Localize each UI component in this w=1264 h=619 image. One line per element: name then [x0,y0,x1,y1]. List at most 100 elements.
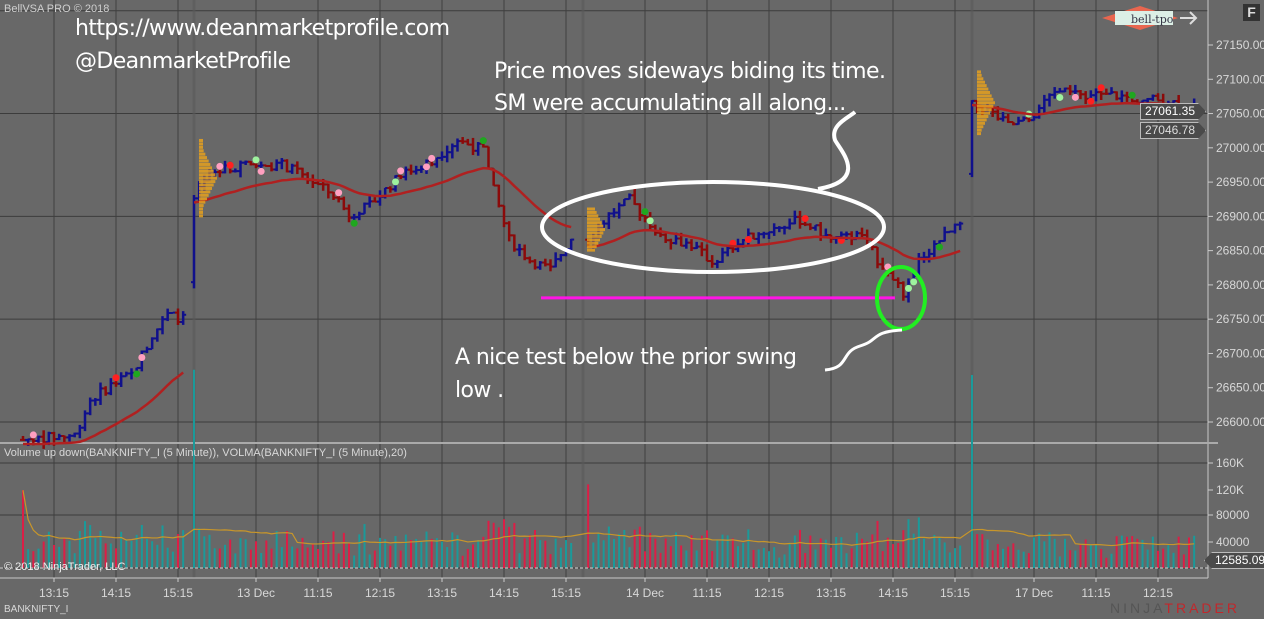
volume-profile-row [199,152,206,156]
x-tick-label: 11:15 [692,586,721,600]
vsa-signal-dot [397,167,405,175]
y-tick-label: 26900.00 [1216,209,1264,223]
volume-profile-row [977,104,994,108]
vsa-signal-dot [423,163,430,171]
handle-annotation: @DeanmarketProfile [75,49,291,74]
volume-profile-row [587,228,605,232]
volume-profile-row [977,90,990,94]
vsa-signal-dot [392,178,399,186]
volume-profile-row [199,173,216,177]
y-tick-label: 26600.00 [1216,415,1264,429]
x-tick-label: 15:15 [163,586,193,600]
y-tick-label: 27000.00 [1216,141,1264,155]
volume-profile-row [199,159,209,163]
volume-profile-row [199,162,211,166]
vwap-price-tag: 27046.78 [1140,122,1206,139]
volume-y-tick-label: 80000 [1216,508,1250,522]
volume-profile-row [199,166,212,170]
bell-tpo-logo-banner [1115,11,1173,25]
volume-profile-row [199,169,214,173]
volume-profile-row [587,221,602,225]
volume-y-tick-label: 160K [1216,456,1244,470]
y-tick-label: 26750.00 [1216,312,1264,326]
volma-line [22,490,1195,547]
volume-profile-row [199,207,203,211]
volume-profile-row [587,231,604,235]
x-tick-label: 13:15 [427,586,457,600]
volume-profile-row [977,121,985,125]
vwap-line [588,228,961,261]
bell-tpo-logo: bell-tpo [1131,13,1174,26]
vsa-signal-dot [801,215,809,223]
volume-profile-row [587,210,597,214]
note-sideways-line2: SM were accumulating all along... [494,91,846,116]
window-title: BellVSA PRO © 2018 [4,3,110,15]
volume-profile-row [977,118,987,122]
volume-profile-row [199,145,203,149]
y-tick-label: 26950.00 [1216,175,1264,189]
volume-profile-row [977,128,982,132]
volume-profile-row [977,114,989,118]
vsa-signal-dot [133,370,141,378]
f-button[interactable]: F [1243,4,1260,21]
x-tick-label: 17 Dec [1015,586,1053,600]
vsa-signal-dot [479,137,487,145]
vsa-signal-dot [641,208,649,216]
last-price-tag: 27061.35 [1140,103,1206,120]
x-tick-label: 13 Dec [237,586,275,600]
volume-profile-row [977,125,984,129]
volume-profile-row [977,101,995,105]
vsa-signal-dot [350,219,358,227]
y-tick-label: 27150.00 [1216,38,1264,52]
volume-profile-row [977,70,981,74]
volume-profile-row [587,217,600,221]
ninjatrader-logo: NINJATRADER [1110,600,1240,616]
vsa-signal-dot [257,167,265,175]
y-tick-label: 27100.00 [1216,72,1264,86]
volume-profile-row [977,84,987,88]
volume-profile-row [199,214,203,218]
price-bars [20,84,1198,449]
vsa-signal-dot [335,189,343,197]
vsa-signal-dot [1071,93,1079,101]
url-annotation: https://www.deanmarketprofile.com [75,16,450,41]
volume-profile-row [977,97,994,101]
vsa-signal-dot [252,156,260,164]
callout-line-test [824,328,903,372]
x-tick-label: 14:15 [101,586,131,600]
volume-profile-row [199,186,212,190]
vsa-signal-dot [428,154,436,162]
x-tick-label: 15:15 [551,586,581,600]
volume-profile-row [199,180,216,184]
vsa-signal-dot [112,374,120,382]
volume-profile-row [199,142,203,146]
y-tick-label: 26700.00 [1216,346,1264,360]
y-tick-label: 26650.00 [1216,381,1264,395]
x-tick-label: 12:15 [1143,586,1173,600]
note-sideways-line1: Price moves sideways biding its time. [494,59,886,84]
x-tick-label: 15:15 [940,586,970,600]
vsa-signal-dot [936,243,943,251]
vsa-signal-dot [29,431,37,439]
volume-profile-row [977,87,989,91]
x-tick-label: 14 Dec [626,586,664,600]
volume-profile-row [199,197,207,201]
volume-profile-row [587,234,602,238]
vsa-signal-dot [216,162,224,170]
volume-profile-row [199,210,203,214]
volume-profile-row [199,204,204,208]
volume-profile-row [587,248,595,252]
volma-tag: 12585.09 [1204,552,1264,569]
copyright: © 2018 NinjaTrader, LLC [4,561,126,573]
callout-line-sideways [817,110,857,191]
x-tick-label: 12:15 [754,586,784,600]
x-tick-label: 13:15 [816,586,846,600]
volume-profile-row [199,176,217,180]
volume-y-tick-label: 120K [1216,483,1244,497]
volume-profile-row [977,80,985,84]
volume-profile-row [587,207,595,211]
vsa-signal-dot [744,235,752,243]
volume-profile-row [977,73,982,77]
x-tick-label: 11:15 [1081,586,1110,600]
volume-profile-row [587,238,600,242]
